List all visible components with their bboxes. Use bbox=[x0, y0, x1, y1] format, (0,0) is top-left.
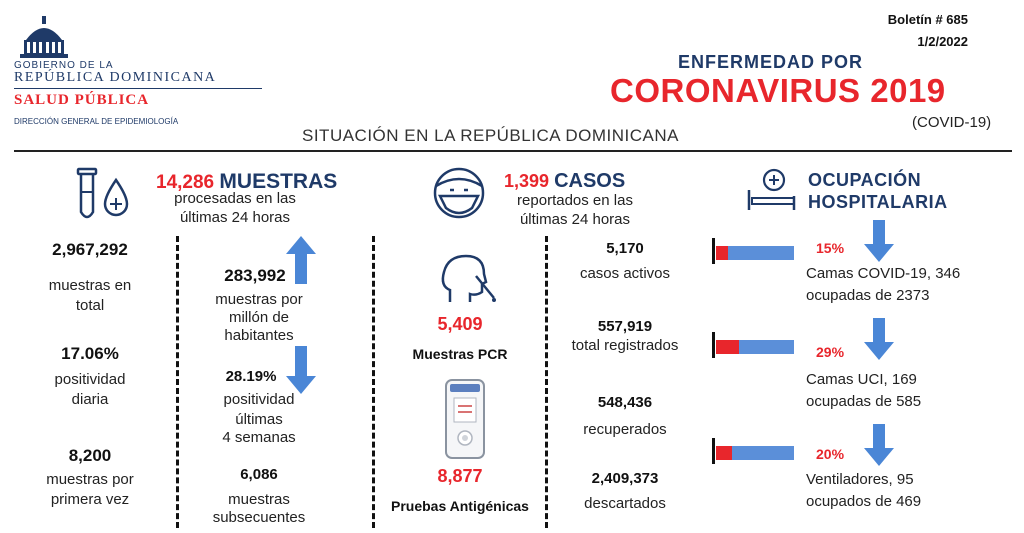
title-small: ENFERMEDAD POR bbox=[678, 52, 864, 72]
occupancy-bar-3 bbox=[716, 446, 794, 460]
samples-subtitle-1: procesadas en las bbox=[174, 190, 296, 207]
first-time-value: 8,200 bbox=[68, 446, 112, 465]
first-time-label-2: primera vez bbox=[50, 491, 130, 508]
active-cases-label: casos activos bbox=[579, 265, 671, 282]
divider-dashed-3 bbox=[545, 236, 548, 528]
positivity-4w-label-2: últimas bbox=[235, 411, 283, 428]
samples-total-value: 2,967,292 bbox=[52, 240, 128, 259]
situation-heading: SITUACIÓN EN LA REPÚBLICA DOMINICANA bbox=[302, 126, 679, 145]
recovered-value: 548,436 bbox=[597, 394, 653, 411]
discarded-value: 2,409,373 bbox=[591, 470, 659, 487]
occupancy-pct-3: 20% bbox=[816, 446, 845, 462]
samples-total-label-2: total bbox=[75, 297, 105, 314]
title-big: CORONAVIRUS 2019 bbox=[610, 72, 946, 109]
daily-positivity-label-2: diaria bbox=[71, 391, 109, 408]
cases-count: 1,399 bbox=[504, 171, 550, 191]
subsequent-label-1: muestras bbox=[228, 491, 290, 508]
occupancy-marker-3 bbox=[712, 438, 715, 464]
occupancy-label-1b: ocupadas de 2373 bbox=[806, 287, 930, 304]
pcr-label: Muestras PCR bbox=[412, 346, 508, 362]
occupancy-arrow-3 bbox=[864, 424, 894, 471]
gov-line-1: GOBIERNO DE LA bbox=[14, 60, 114, 71]
gov-line-2: REPÚBLICA DOMINICANA bbox=[14, 70, 217, 85]
recovered-label: recuperados bbox=[583, 421, 667, 438]
bulletin-date: 1/2/2022 bbox=[917, 34, 968, 49]
occupancy-arrow-2 bbox=[864, 318, 894, 365]
antigen-value: 8,877 bbox=[437, 466, 483, 486]
hospital-bed-icon bbox=[746, 166, 798, 217]
occupancy-bar-fill-2 bbox=[716, 340, 739, 354]
samples-total-label-1: muestras en bbox=[48, 277, 132, 294]
subsequent-value: 6,086 bbox=[240, 466, 278, 483]
daily-positivity-label-1: positividad bbox=[54, 371, 126, 388]
cases-subtitle-1: reportados en las bbox=[517, 192, 633, 209]
divider-dashed-2 bbox=[372, 236, 375, 528]
ministry-name: SALUD PÚBLICA bbox=[14, 92, 150, 108]
discarded-label: descartados bbox=[584, 495, 666, 512]
per-million-value: 283,992 bbox=[224, 266, 286, 285]
occupancy-arrow-1 bbox=[864, 220, 894, 267]
occupancy-label-2a: Camas UCI, 169 bbox=[806, 371, 917, 388]
pcr-value: 5,409 bbox=[437, 314, 483, 334]
department-name: DIRECCIÓN GENERAL DE EPIDEMIOLOGÍA bbox=[14, 117, 179, 126]
first-time-label-1: muestras por bbox=[46, 471, 134, 488]
antigen-test-icon bbox=[444, 378, 486, 465]
per-million-label-2: millón de bbox=[228, 309, 290, 326]
occupancy-bar-fill-1 bbox=[716, 246, 728, 260]
positivity-4w-label-3: 4 semanas bbox=[222, 429, 296, 446]
antigen-label: Pruebas Antigénicas bbox=[391, 498, 529, 514]
occupancy-label-3a: Ventiladores, 95 bbox=[806, 471, 914, 488]
registered-label: total registrados bbox=[571, 337, 679, 354]
registered-value: 557,919 bbox=[597, 318, 653, 335]
occupancy-marker-2 bbox=[712, 332, 715, 358]
samples-count: 14,286 bbox=[156, 172, 215, 193]
hospital-title-2: HOSPITALARIA bbox=[808, 192, 948, 212]
active-cases-value: 5,170 bbox=[606, 240, 644, 257]
occupancy-marker-1 bbox=[712, 238, 715, 264]
cases-heading: 1,399 CASOS bbox=[504, 170, 625, 193]
header-rule bbox=[14, 150, 1012, 152]
occupancy-label-1a: Camas COVID-19, 346 bbox=[806, 265, 961, 282]
occupancy-bar-fill-3 bbox=[716, 446, 732, 460]
positivity-4w-label-1: positividad bbox=[223, 391, 295, 408]
samples-title: MUESTRAS bbox=[219, 170, 338, 193]
masked-face-icon bbox=[426, 160, 492, 231]
title-sub: (COVID-19) bbox=[912, 114, 992, 131]
arrow-up-icon bbox=[286, 236, 316, 289]
daily-positivity-value: 17.06% bbox=[61, 344, 119, 363]
cases-subtitle-2: últimas 24 horas bbox=[519, 211, 631, 228]
logo-divider bbox=[14, 88, 262, 89]
occupancy-bar-2 bbox=[716, 340, 794, 354]
positivity-4w-value: 28.19% bbox=[225, 368, 277, 385]
occupancy-label-2b: ocupadas de 585 bbox=[806, 393, 922, 410]
per-million-label-3: habitantes bbox=[224, 327, 294, 344]
bulletin-number: Boletín # 685 bbox=[887, 12, 968, 27]
samples-heading: 14,286 MUESTRAS bbox=[156, 170, 337, 194]
pcr-swab-icon bbox=[436, 250, 496, 311]
government-logo bbox=[16, 14, 72, 65]
subsequent-label-2: subsecuentes bbox=[212, 509, 306, 526]
occupancy-pct-2: 29% bbox=[816, 344, 845, 360]
hospital-title-1: OCUPACIÓN bbox=[808, 170, 922, 190]
occupancy-pct-1: 15% bbox=[816, 240, 845, 256]
capitol-dome-icon bbox=[20, 16, 68, 58]
per-million-label-1: muestras por bbox=[215, 291, 303, 308]
test-tube-icon bbox=[72, 166, 134, 229]
occupancy-bar-1 bbox=[716, 246, 794, 260]
arrow-down-icon bbox=[286, 346, 316, 399]
samples-subtitle-2: últimas 24 horas bbox=[179, 209, 291, 226]
cases-title: CASOS bbox=[554, 170, 626, 192]
occupancy-label-3b: ocupados de 469 bbox=[806, 493, 922, 510]
divider-dashed-1 bbox=[176, 236, 179, 528]
